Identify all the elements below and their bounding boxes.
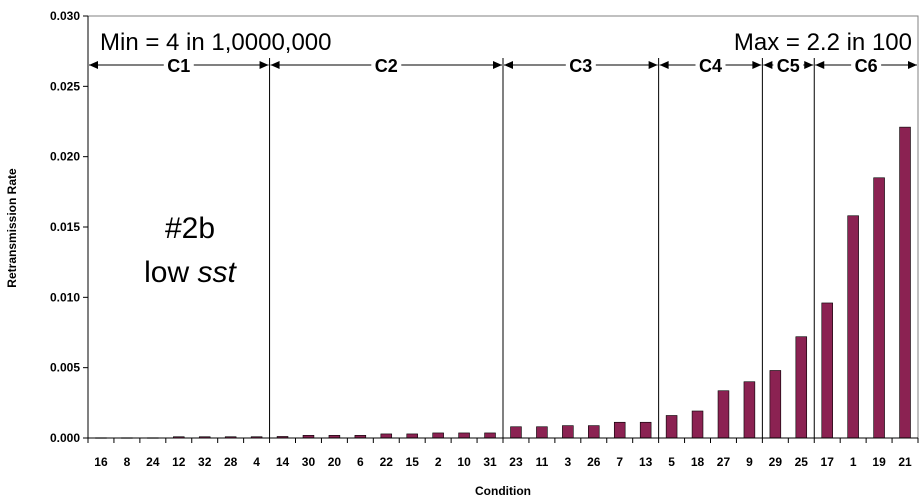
- group-label-c4: C4: [699, 56, 722, 76]
- bar-condition-13: [639, 421, 652, 439]
- x-tick-label-3: 3: [565, 455, 572, 469]
- x-tick-label-15: 15: [406, 455, 420, 469]
- arrow-head-right: [648, 61, 658, 69]
- bar-condition-1: [847, 215, 859, 439]
- x-tick-label-19: 19: [872, 455, 886, 469]
- arrow-head-left: [815, 61, 825, 69]
- group-label-c2: C2: [375, 56, 398, 76]
- arrow-head-right: [493, 61, 502, 69]
- bar-condition-2: [432, 432, 444, 439]
- group-label-c3: C3: [569, 56, 592, 76]
- bar-condition-31: [484, 432, 496, 439]
- x-tick-label-20: 20: [328, 455, 342, 469]
- bar-condition-11: [536, 426, 548, 439]
- condition-groups: C1 C2 C3 C4 C5 C6: [89, 56, 917, 438]
- bar-condition-9: [743, 381, 756, 439]
- x-tick-label-9: 9: [746, 455, 753, 469]
- bar-condition-7: [613, 421, 626, 439]
- x-tick-label-26: 26: [587, 455, 601, 469]
- bar-condition-15: [406, 433, 418, 439]
- bar-condition-21: [899, 126, 911, 439]
- bar-condition-5: [665, 415, 678, 439]
- x-tick-label-22: 22: [380, 455, 394, 469]
- x-tick-label-27: 27: [717, 455, 731, 469]
- x-tick-label-13: 13: [639, 455, 653, 469]
- x-tick-label-7: 7: [616, 455, 623, 469]
- x-tick-label-5: 5: [668, 455, 675, 469]
- max-annotation: Max = 2.2 in 100: [734, 29, 912, 56]
- arrow-head-right: [908, 61, 917, 69]
- group-label-c1: C1: [167, 56, 190, 76]
- y-tick-label: 0.005: [50, 361, 80, 375]
- arrow-head-left: [763, 61, 773, 69]
- x-tick-label-2: 2: [435, 455, 442, 469]
- x-tick-label-14: 14: [276, 455, 290, 469]
- bar-condition-18: [691, 410, 704, 439]
- x-tick-label-24: 24: [146, 455, 160, 469]
- bar-condition-3: [562, 425, 574, 439]
- x-tick-label-21: 21: [898, 455, 912, 469]
- bar-condition-10: [458, 432, 470, 439]
- y-tick-label: 0.000: [50, 431, 80, 445]
- arrow-head-left: [89, 61, 98, 69]
- x-tick-label-6: 6: [357, 455, 364, 469]
- arrow-head-left: [504, 61, 513, 69]
- y-axis-title: Retransmission Rate: [5, 168, 19, 288]
- x-tick-label-11: 11: [536, 455, 549, 469]
- arrow-head-right: [752, 61, 762, 69]
- x-tick-label-4: 4: [253, 455, 260, 469]
- y-tick-label: 0.010: [50, 290, 80, 304]
- x-tick-label-10: 10: [457, 455, 471, 469]
- x-tick-label-12: 12: [172, 455, 186, 469]
- arrow-head-left: [659, 61, 669, 69]
- y-tick-label: 0.025: [50, 79, 80, 93]
- arrow-head-right: [804, 61, 814, 69]
- bar-condition-19: [873, 177, 885, 439]
- bar-condition-17: [821, 302, 833, 439]
- y-tick-label: 0.030: [50, 9, 80, 23]
- bar-condition-29: [769, 370, 782, 439]
- bar-condition-26: [588, 425, 600, 439]
- panel-id-label: #2b: [165, 212, 215, 245]
- panel-condition-italic: sst: [198, 256, 238, 289]
- x-tick-label-18: 18: [691, 455, 705, 469]
- x-tick-label-17: 17: [821, 455, 835, 469]
- x-tick-label-8: 8: [124, 455, 131, 469]
- x-axis-title: Condition: [475, 484, 531, 498]
- group-label-c5: C5: [777, 56, 800, 76]
- x-tick-label-23: 23: [509, 455, 523, 469]
- bar-condition-27: [717, 390, 730, 439]
- bars: [95, 126, 911, 439]
- bar-condition-22: [380, 433, 393, 439]
- y-tick-label: 0.015: [50, 220, 80, 234]
- x-tick-label-32: 32: [198, 455, 212, 469]
- y-tick-label: 0.020: [50, 150, 80, 164]
- x-tick-label-31: 31: [483, 455, 497, 469]
- panel-condition-prefix: low: [144, 256, 197, 289]
- x-tick-label-30: 30: [302, 455, 316, 469]
- min-annotation: Min = 4 in 1,0000,000: [100, 29, 332, 56]
- bar-condition-23: [510, 426, 522, 439]
- bar-condition-25: [795, 336, 808, 439]
- x-tick-label-29: 29: [769, 455, 783, 469]
- group-label-c6: C6: [855, 56, 878, 76]
- x-tick-label-16: 16: [94, 455, 108, 469]
- x-tick-label-25: 25: [795, 455, 809, 469]
- panel-condition-label: low sst: [144, 256, 237, 289]
- arrow-head-right: [259, 61, 269, 69]
- x-tick-label-28: 28: [224, 455, 238, 469]
- x-tick-label-1: 1: [850, 455, 857, 469]
- arrow-head-left: [270, 61, 280, 69]
